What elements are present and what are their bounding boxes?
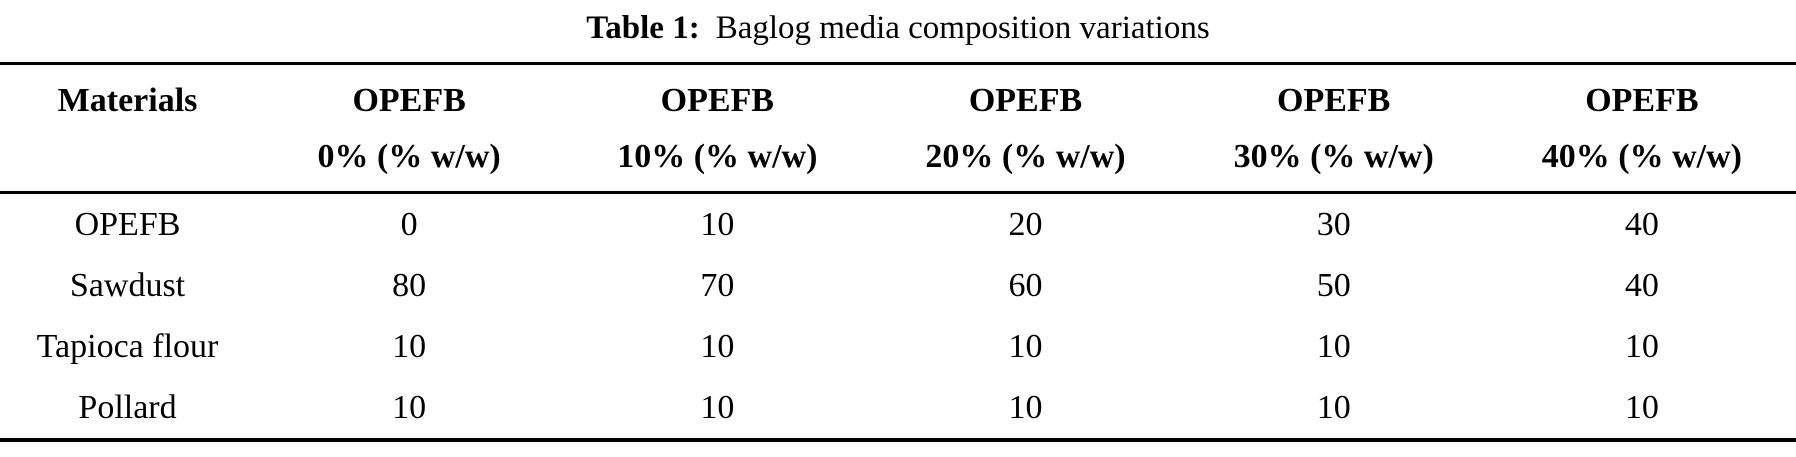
value-cell: 40 — [1624, 266, 1659, 304]
header-label: OPEFB — [1277, 82, 1391, 119]
value-cell: 70 — [700, 266, 735, 304]
value-cell: 10 — [1624, 388, 1659, 426]
material-cell: Pollard — [78, 388, 177, 426]
table-row: Pollard 10 10 10 10 10 — [0, 377, 1796, 440]
value-cell: 20 — [1008, 205, 1043, 243]
table-row: Tapioca flour 10 10 10 10 10 — [0, 316, 1796, 377]
value-cell: 60 — [1008, 266, 1043, 304]
value-cell: 10 — [1008, 327, 1043, 365]
header-cell-materials: Materials — [0, 63, 256, 194]
value-cell: 40 — [1624, 205, 1659, 243]
material-cell: Sawdust — [69, 266, 186, 304]
header-label: OPEFB — [968, 82, 1083, 119]
table-caption-text: Baglog media composition variations — [715, 10, 1210, 46]
table-body: OPEFB 0 10 20 30 40 Sawdust 80 70 60 50 … — [0, 193, 1796, 441]
value-cell: 10 — [1316, 388, 1351, 426]
value-cell: 10 — [1316, 327, 1351, 365]
header-cell-opefb-40: OPEFB 40% (% w/w) — [1487, 63, 1796, 194]
value-cell: 0 — [400, 205, 418, 243]
value-cell: 50 — [1316, 266, 1351, 304]
header-sublabel: 30% (% w/w) — [1233, 138, 1434, 175]
header-cell-opefb-30: OPEFB 30% (% w/w) — [1179, 63, 1488, 194]
header-label: OPEFB — [1585, 82, 1699, 119]
value-cell: 10 — [1008, 388, 1043, 426]
material-cell: Tapioca flour — [36, 327, 219, 365]
header-sublabel: 20% (% w/w) — [925, 138, 1126, 175]
table-row: OPEFB 0 10 20 30 40 — [0, 193, 1796, 256]
table-header: Materials OPEFB 0% (% w/w) OPEFB 10% (% … — [0, 63, 1796, 194]
value-cell: 10 — [700, 327, 735, 365]
value-cell: 30 — [1316, 205, 1351, 243]
header-label: Materials — [57, 82, 198, 119]
header-row: Materials OPEFB 0% (% w/w) OPEFB 10% (% … — [0, 63, 1796, 194]
header-cell-opefb-20: OPEFB 20% (% w/w) — [871, 63, 1180, 194]
header-cell-opefb-0: OPEFB 0% (% w/w) — [255, 63, 564, 194]
value-cell: 80 — [392, 266, 427, 304]
header-label: OPEFB — [660, 82, 774, 119]
value-cell: 10 — [392, 388, 427, 426]
header-sublabel: 40% (% w/w) — [1541, 138, 1742, 175]
table-caption-label: Table 1: — [586, 10, 700, 46]
material-cell: OPEFB — [74, 205, 181, 243]
baglog-composition-table: Materials OPEFB 0% (% w/w) OPEFB 10% (% … — [0, 62, 1796, 442]
header-sublabel: 0% (% w/w) — [317, 138, 501, 175]
value-cell: 10 — [700, 205, 735, 243]
value-cell: 10 — [1624, 327, 1659, 365]
header-cell-opefb-10: OPEFB 10% (% w/w) — [563, 63, 872, 194]
value-cell: 10 — [392, 327, 427, 365]
value-cell: 10 — [700, 388, 735, 426]
header-label: OPEFB — [352, 82, 466, 119]
table-caption: Table 1: Baglog media composition variati… — [0, 0, 1796, 62]
header-sublabel: 10% (% w/w) — [617, 138, 818, 175]
table-row: Sawdust 80 70 60 50 40 — [0, 255, 1796, 316]
